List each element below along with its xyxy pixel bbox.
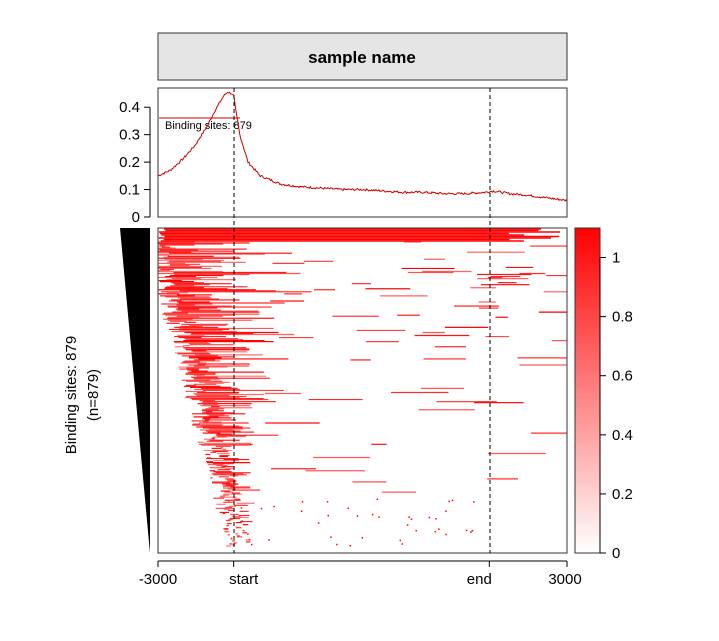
heatmap-cell — [470, 531, 472, 533]
heatmap-cell — [241, 520, 243, 522]
x-tick-label: 3000 — [548, 571, 581, 588]
heatmap-cell — [445, 533, 447, 536]
heatmap-cell — [268, 539, 270, 541]
profile-ytick-label: 0.4 — [119, 99, 140, 116]
heatmap-cell — [248, 538, 251, 541]
heatmap-cell — [465, 529, 468, 532]
colorbar-tick-label: 0.8 — [612, 309, 633, 326]
heatmap-cell — [347, 507, 350, 510]
heatmap-cell — [327, 514, 330, 517]
heatmap-cell — [410, 518, 413, 521]
heatmap-panel — [157, 227, 568, 554]
heatmap-cell — [330, 536, 332, 538]
heatmap-cell — [326, 501, 329, 503]
heatmap-cell — [438, 528, 440, 530]
heatmap-rows — [158, 228, 567, 547]
heatmap-x-axis: -3000 start end 3000 — [139, 560, 582, 588]
heatmap-cell — [428, 516, 431, 519]
heatmap-cell — [406, 524, 409, 526]
heatmap-ylabel-line1: Binding sites: 879 — [63, 336, 80, 454]
heatmap-cell — [336, 543, 338, 546]
profile-ytick-label: 0.1 — [119, 182, 140, 199]
profile-ytick-label: 0.3 — [119, 127, 140, 144]
profile-panel — [157, 87, 568, 218]
profile-ytick-label: 0.2 — [119, 154, 140, 171]
heatmap-cell — [250, 543, 253, 546]
heatmap-cell — [451, 499, 454, 501]
colorbar-tick-label: 0.6 — [612, 368, 633, 385]
heatmap-cell — [448, 500, 450, 503]
heatmap-cell — [473, 501, 475, 503]
heatmap-cell — [301, 501, 304, 503]
heatmap-cell — [317, 522, 320, 524]
x-tick-label: -3000 — [139, 571, 177, 588]
heatmap-cell — [434, 530, 436, 533]
colorbar-axis: 0 0.2 0.4 0.6 0.8 1 — [599, 250, 633, 562]
colorbar-tick-label: 0.2 — [612, 486, 633, 503]
heatmap-cell — [401, 543, 404, 545]
profile-y-axis: 0 0.1 0.2 0.3 0.4 — [119, 99, 240, 226]
colorbar-tick-label: 0.4 — [612, 427, 633, 444]
heatmap-cell — [349, 544, 352, 547]
heatmap-cell — [378, 516, 380, 518]
heatmap-cell — [356, 515, 359, 517]
heatmap-cell — [445, 510, 447, 513]
heatmap-ylabel-line2: (n=879) — [85, 369, 102, 421]
heatmap-cell — [240, 507, 243, 509]
strip-title: sample name — [308, 48, 416, 67]
colorbar-tick-label: 1 — [612, 250, 620, 267]
profile-series-label: Binding sites: 879 — [165, 120, 252, 132]
heatmap-cell — [399, 539, 402, 542]
heatmap-cell — [376, 498, 379, 500]
profile-ytick-label: 0 — [132, 209, 140, 226]
x-tick-label: start — [229, 571, 259, 588]
colorbar-tick-label: 0 — [612, 545, 620, 562]
heatmap-cell — [415, 529, 417, 532]
heatmap-cell — [371, 513, 374, 516]
strip-header — [157, 32, 568, 81]
sort-order-wedge — [120, 228, 150, 553]
heatmap-cell — [300, 510, 303, 513]
x-tick-label: end — [467, 571, 492, 588]
heatmap-cell — [260, 507, 263, 510]
heatmap-cell — [435, 518, 437, 520]
profile-line — [157, 91, 568, 202]
heatmap-cell — [361, 537, 364, 539]
heatmap-cell — [273, 505, 275, 508]
heatmap-cell — [247, 533, 249, 535]
heatmap-cell — [408, 516, 411, 518]
heatmap-cell — [471, 529, 474, 532]
colorbar — [574, 227, 601, 554]
